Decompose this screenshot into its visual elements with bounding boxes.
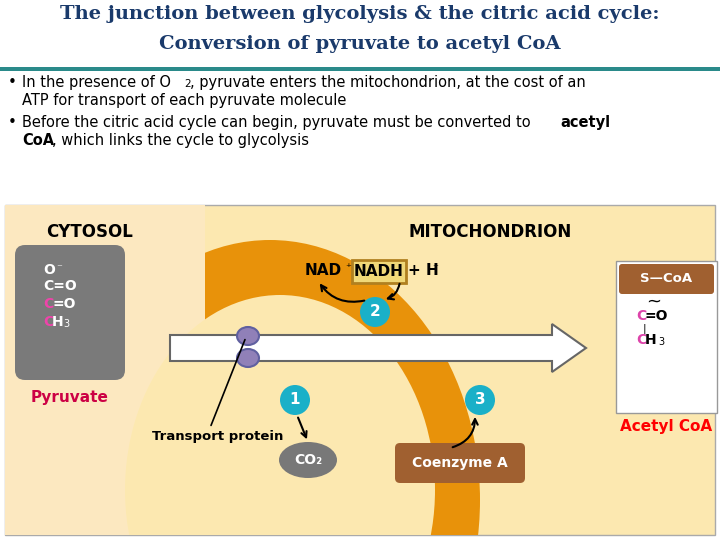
Circle shape (465, 385, 495, 415)
Text: ⁻: ⁻ (56, 263, 62, 273)
Text: 3: 3 (474, 393, 485, 408)
FancyBboxPatch shape (616, 261, 717, 413)
Bar (5, 205, 715, 535)
Text: •: • (8, 115, 17, 130)
Text: C: C (636, 309, 647, 323)
Text: Coenzyme A: Coenzyme A (412, 456, 508, 470)
Text: C: C (43, 297, 53, 311)
Text: S—CoA: S—CoA (640, 273, 692, 286)
Text: + H: + H (408, 263, 438, 278)
Text: ⁺: ⁺ (345, 263, 351, 273)
Bar (5, 205, 205, 535)
FancyArrow shape (170, 324, 586, 372)
Bar (0, 67, 720, 71)
Text: CoA: CoA (22, 133, 54, 148)
Text: NADH: NADH (354, 264, 404, 279)
Text: Conversion of pyruvate to acetyl CoA: Conversion of pyruvate to acetyl CoA (159, 35, 561, 53)
Ellipse shape (60, 240, 480, 540)
Text: NAD: NAD (305, 263, 342, 278)
Text: =O: =O (645, 309, 668, 323)
Text: The junction between glycolysis & the citric acid cycle:: The junction between glycolysis & the ci… (60, 5, 660, 23)
Circle shape (360, 297, 390, 327)
Text: C: C (43, 315, 53, 329)
FancyBboxPatch shape (395, 443, 525, 483)
Text: 3: 3 (63, 319, 69, 329)
Text: , which links the cycle to glycolysis: , which links the cycle to glycolysis (52, 133, 309, 148)
Text: H: H (52, 315, 63, 329)
Text: 2: 2 (184, 79, 191, 89)
Text: 1: 1 (289, 393, 300, 408)
Ellipse shape (237, 349, 259, 367)
Text: •: • (8, 75, 17, 90)
Text: Acetyl CoA: Acetyl CoA (620, 419, 712, 434)
Text: O: O (43, 263, 55, 277)
Text: ⁺: ⁺ (432, 263, 438, 273)
Text: Pyruvate: Pyruvate (31, 390, 109, 405)
Text: C: C (636, 333, 647, 347)
Bar (0, 71, 720, 205)
Text: In the presence of O: In the presence of O (22, 75, 171, 90)
Ellipse shape (125, 295, 435, 540)
Text: CO₂: CO₂ (294, 453, 322, 467)
Text: 3: 3 (658, 337, 664, 347)
Bar (0, 0, 720, 68)
Text: acetyl: acetyl (560, 115, 610, 130)
Text: ATP for transport of each pyruvate molecule: ATP for transport of each pyruvate molec… (22, 93, 346, 108)
Text: MITOCHONDRION: MITOCHONDRION (408, 223, 572, 241)
Ellipse shape (237, 327, 259, 345)
Text: H: H (645, 333, 657, 347)
Text: |: | (643, 323, 647, 334)
Ellipse shape (279, 442, 337, 478)
FancyBboxPatch shape (619, 264, 714, 294)
FancyBboxPatch shape (15, 245, 125, 380)
Text: C=O: C=O (43, 279, 77, 293)
FancyBboxPatch shape (352, 260, 406, 283)
Text: =O: =O (52, 297, 76, 311)
Text: ~: ~ (646, 293, 661, 311)
Text: 2: 2 (369, 305, 380, 320)
Text: CYTOSOL: CYTOSOL (47, 223, 133, 241)
Text: Transport protein: Transport protein (152, 430, 284, 443)
Text: Before the citric acid cycle can begin, pyruvate must be converted to: Before the citric acid cycle can begin, … (22, 115, 535, 130)
Circle shape (280, 385, 310, 415)
Text: , pyruvate enters the mitochondrion, at the cost of an: , pyruvate enters the mitochondrion, at … (190, 75, 586, 90)
